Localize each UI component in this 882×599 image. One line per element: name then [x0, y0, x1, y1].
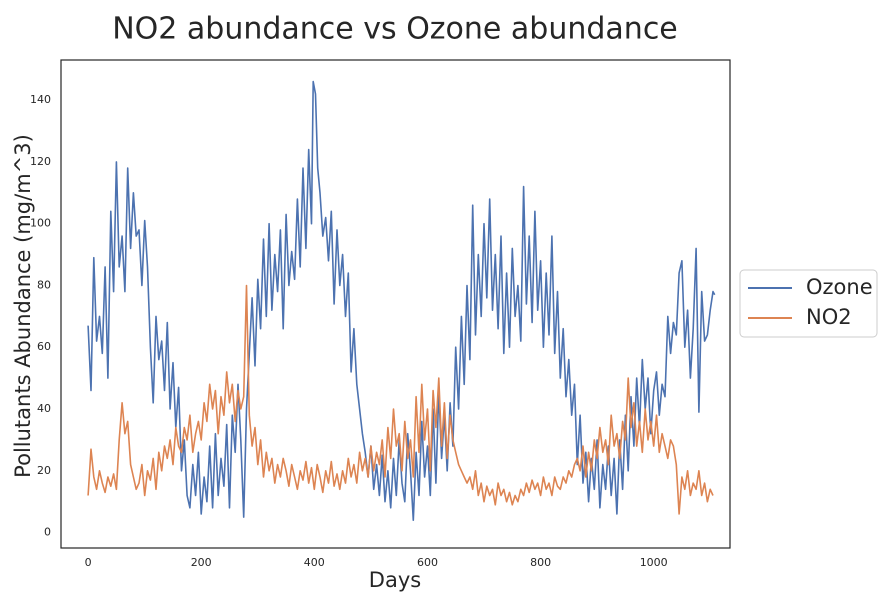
legend-ozone-label: Ozone [806, 275, 873, 299]
y-tick-label: 20 [37, 464, 51, 477]
series-layer [87, 80, 716, 521]
y-tick-label: 0 [44, 526, 51, 539]
legend-box [739, 269, 878, 338]
legend-no2-label: NO2 [806, 305, 852, 329]
x-axis-ticks: 0 200 400 600 800 1000 [85, 556, 668, 569]
y-tick-label: 60 [37, 340, 51, 353]
legend: Ozone NO2 [739, 269, 878, 338]
x-axis-label: Days [369, 568, 421, 592]
x-tick-label: 1000 [640, 556, 668, 569]
x-tick-label: 0 [85, 556, 92, 569]
plot-area: 0 200 400 600 800 1000 0 20 40 60 80 100 120 140 [30, 59, 731, 569]
y-axis-label: Pollutants Abundance (mg/m^3) [11, 134, 35, 478]
chart-title: NO2 abundance vs Ozone abundance [112, 12, 678, 47]
y-tick-label: 80 [37, 279, 51, 292]
y-axis-ticks: 0 20 40 60 80 100 120 140 [30, 93, 51, 538]
y-tick-label: 100 [30, 217, 51, 230]
x-tick-label: 200 [191, 556, 212, 569]
x-tick-label: 800 [530, 556, 551, 569]
y-tick-label: 40 [37, 402, 51, 415]
y-tick-label: 140 [30, 93, 51, 106]
x-tick-label: 400 [304, 556, 325, 569]
plot-frame [60, 59, 731, 549]
series-line-no2 [87, 284, 714, 515]
y-tick-label: 120 [30, 155, 51, 168]
x-tick-label: 600 [417, 556, 438, 569]
